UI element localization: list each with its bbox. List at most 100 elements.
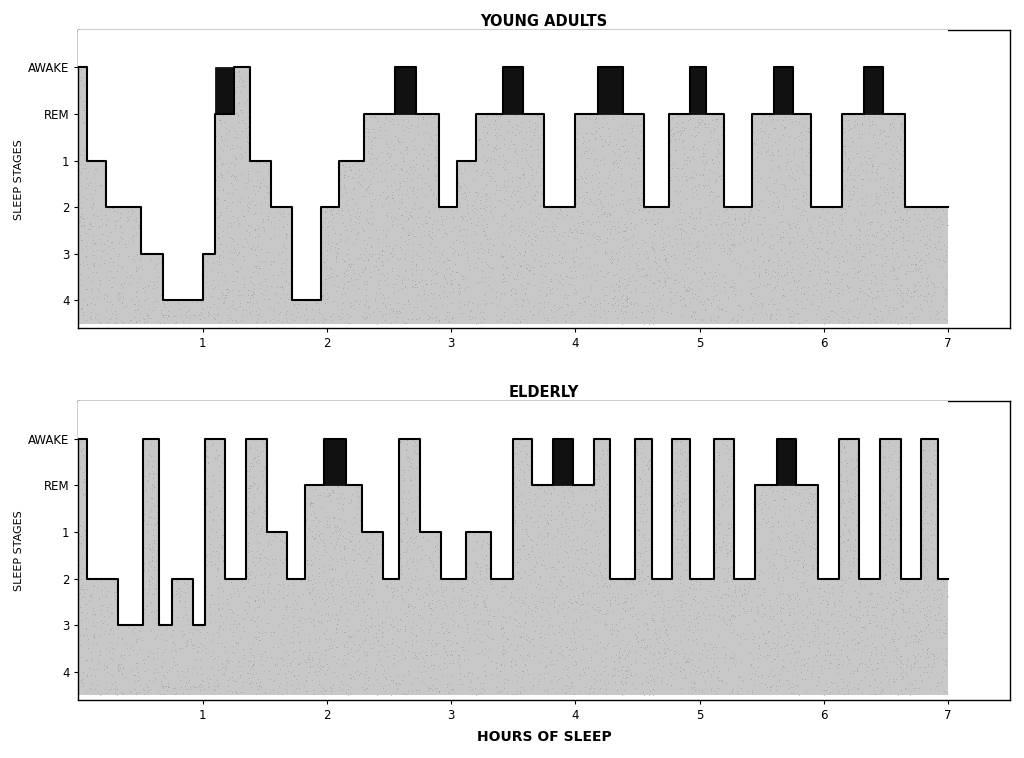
Point (229, 655, 246, 667)
Point (337, 606, 353, 619)
Point (253, 524, 269, 536)
Point (664, 124, 680, 136)
Point (294, 624, 310, 636)
Point (396, 471, 413, 484)
Point (679, 545, 695, 557)
Point (636, 318, 652, 330)
Point (483, 203, 500, 215)
Point (907, 264, 924, 276)
Point (253, 197, 269, 209)
Point (259, 557, 275, 569)
Point (479, 604, 496, 616)
Point (138, 315, 155, 327)
Point (602, 208, 618, 221)
Point (326, 295, 342, 307)
Point (688, 188, 705, 200)
Point (490, 124, 507, 136)
Point (577, 668, 593, 680)
Point (831, 222, 848, 234)
Point (615, 224, 632, 236)
Point (861, 653, 878, 666)
Point (395, 464, 412, 476)
Point (774, 97, 791, 109)
Point (260, 539, 276, 551)
Point (104, 299, 121, 311)
Point (672, 124, 688, 136)
Point (702, 297, 719, 309)
Point (762, 610, 778, 622)
Point (890, 262, 906, 274)
Point (510, 595, 526, 607)
Point (697, 220, 714, 232)
Point (811, 582, 827, 594)
Point (133, 631, 150, 644)
Point (698, 664, 715, 676)
Point (514, 169, 530, 181)
Point (837, 611, 853, 623)
Point (456, 654, 472, 666)
Point (384, 280, 400, 293)
Point (518, 528, 535, 540)
Point (72, 601, 88, 613)
Point (299, 553, 315, 565)
Point (698, 157, 715, 169)
Point (675, 619, 691, 631)
Point (919, 455, 935, 467)
Point (850, 540, 866, 552)
Point (270, 685, 287, 697)
Point (111, 236, 127, 249)
Point (635, 176, 651, 188)
Point (780, 681, 797, 694)
Point (760, 625, 776, 637)
Point (594, 571, 610, 583)
Point (138, 542, 155, 554)
Point (508, 614, 524, 626)
Point (503, 225, 519, 237)
Point (861, 290, 878, 302)
Point (812, 226, 828, 238)
Point (435, 595, 452, 607)
Point (580, 524, 596, 536)
Point (336, 171, 352, 183)
Point (848, 456, 864, 468)
Point (642, 455, 658, 467)
Point (415, 531, 431, 543)
Point (410, 169, 426, 181)
Point (347, 168, 364, 180)
Point (323, 243, 339, 255)
Point (593, 109, 609, 121)
Point (522, 635, 539, 647)
Point (929, 434, 945, 446)
Point (130, 303, 146, 315)
Point (404, 155, 421, 167)
Point (743, 174, 760, 186)
Point (828, 309, 845, 321)
Point (374, 627, 390, 639)
Point (749, 230, 765, 242)
Point (527, 494, 544, 506)
Point (210, 591, 226, 603)
Point (410, 440, 426, 453)
Point (423, 602, 439, 614)
Point (628, 262, 644, 274)
Point (681, 210, 697, 222)
Point (775, 121, 792, 133)
Point (256, 196, 272, 208)
Point (939, 214, 955, 226)
Point (791, 678, 807, 691)
Point (377, 616, 393, 628)
Point (911, 634, 928, 646)
Point (85, 292, 101, 304)
Point (388, 72, 404, 84)
Point (131, 315, 147, 327)
Point (244, 289, 260, 301)
Point (762, 309, 778, 321)
Point (400, 665, 417, 677)
Point (247, 243, 263, 255)
Point (702, 280, 719, 293)
Point (475, 202, 492, 214)
Point (709, 190, 725, 202)
Point (328, 207, 344, 219)
Point (466, 597, 482, 609)
Point (220, 309, 237, 321)
